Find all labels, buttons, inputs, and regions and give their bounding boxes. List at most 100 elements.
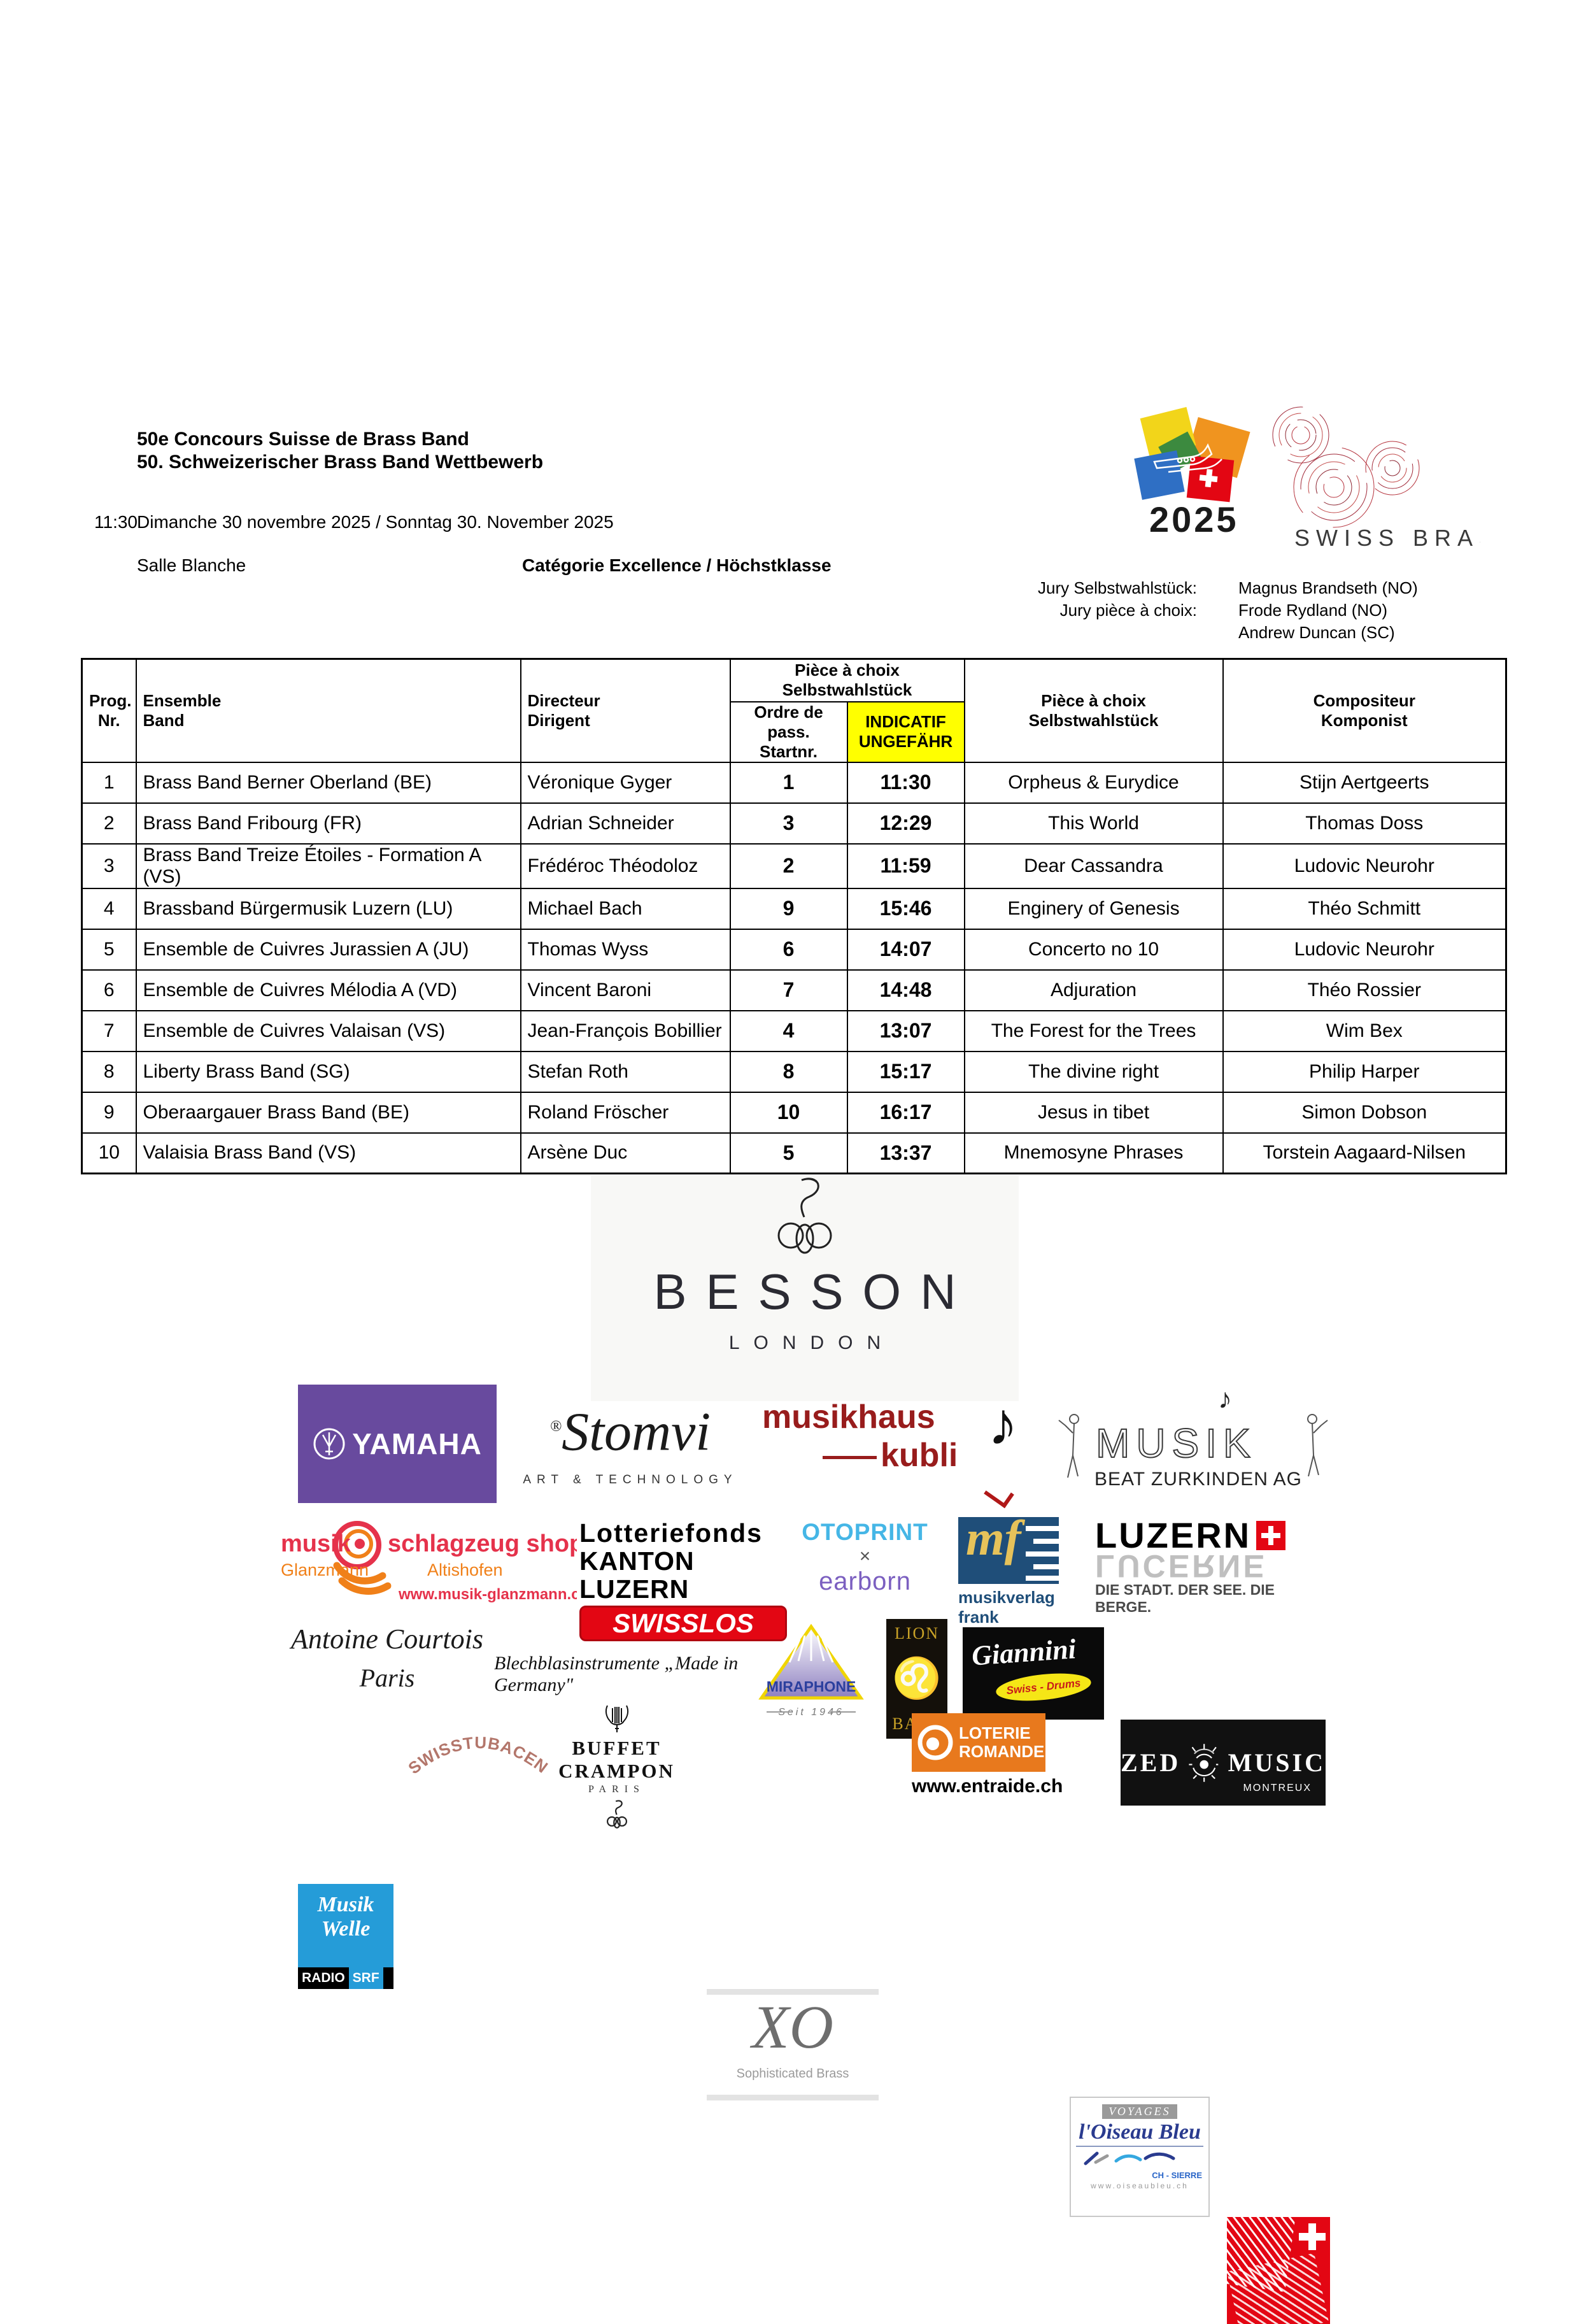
jury-member: Magnus Brandseth (NO) — [1238, 578, 1418, 597]
prog-cell: 3 — [81, 843, 137, 889]
startnr-cell: 5 — [729, 1132, 848, 1174]
prog-cell: 9 — [81, 1091, 137, 1134]
besson-wordmark: BESSON — [653, 1264, 975, 1320]
table-row: 6 Ensemble de Cuivres Mélodia A (VD) Vin… — [81, 969, 1507, 1011]
table-row: 5 Ensemble de Cuivres Jurassien A (JU) T… — [81, 928, 1507, 971]
musikwelle-line1: Musik — [317, 1893, 374, 1916]
startnr-cell: 1 — [729, 761, 848, 804]
jury-label-fr: Jury pièce à choix: — [1059, 601, 1197, 620]
srf-word: SRF — [348, 1967, 383, 1989]
lion-word: LION — [894, 1624, 940, 1643]
col-header-directeur: Directeur Dirigent — [520, 658, 731, 763]
col-header-line: Ensemble — [143, 690, 222, 710]
oiseau-rule — [1076, 2146, 1203, 2147]
composer-cell: Thomas Doss — [1222, 802, 1507, 845]
time-cell: 11:30 — [846, 761, 965, 804]
giannini-logo: Giannini Swiss - Drums — [963, 1627, 1104, 1720]
miraphone-tagline: Blechblasinstrumente „Made in Germany" — [494, 1653, 739, 1695]
table-row: 9 Oberaargauer Brass Band (BE) Roland Fr… — [81, 1091, 1507, 1134]
kubli-red-accent-icon — [984, 1479, 1014, 1509]
time-cell: 11:59 — [846, 843, 965, 889]
piano-keys-icon — [1026, 1576, 1059, 1581]
prog-cell: 8 — [81, 1050, 137, 1093]
glanzmann-spiral-icon — [333, 1521, 392, 1595]
entraide-url: www.entraide.ch — [912, 1776, 1063, 1797]
lucerne-mirrored-wordmark: LUCERNE — [1095, 1548, 1267, 1584]
composer-cell: Ludovic Neurohr — [1222, 928, 1507, 971]
swisslos-wordmark: SWISSLOS — [579, 1606, 787, 1641]
trumpeter-left-icon — [1058, 1414, 1079, 1478]
col-header-line: Dirigent — [527, 710, 590, 730]
director-cell: Adrian Schneider — [520, 802, 731, 845]
logo-2025-year: 2025 — [1149, 499, 1239, 539]
piece-cell: Dear Cassandra — [963, 843, 1224, 889]
zed-record-icon — [1189, 1743, 1219, 1782]
xo-brass-logo: XO Sophisticated Brass — [707, 1989, 879, 2100]
table-row: 7 Ensemble de Cuivres Valaisan (VS) Jean… — [81, 1009, 1507, 1052]
oiseau-url: www.oiseaubleu.ch — [1091, 2181, 1189, 2190]
miraphone-triangle-icon — [758, 1623, 864, 1700]
mf-initials: mf — [966, 1517, 1021, 1565]
glanzmann-name: Glanzmann — [281, 1560, 369, 1579]
col-header-line: Pièce à choix — [795, 660, 900, 680]
trumpet-outline-icon — [1153, 443, 1222, 473]
besson-logo: BESSON LONDON — [591, 1175, 1019, 1401]
musikverlag-frank-logo: mf musikverlag frank — [958, 1517, 1079, 1627]
composer-cell: Stijn Aertgeerts — [1222, 761, 1507, 804]
buffet-crampon-logo: BUFFET CRAMPON PARIS — [558, 1702, 676, 1832]
session-time: 11:30 — [94, 512, 138, 532]
kubli-line2: kubli — [762, 1436, 1023, 1474]
xo-top-bar — [707, 1989, 879, 1995]
courtois-city: Paris — [359, 1664, 415, 1692]
startnr-cell: 9 — [729, 887, 848, 930]
piece-cell: Adjuration — [963, 969, 1224, 1011]
kubli-dash — [823, 1455, 877, 1459]
col-header-piece: Pièce à choix Selbstwahlstück — [963, 658, 1224, 763]
zed-city: MONTREUX — [1243, 1783, 1312, 1793]
composer-cell: Philip Harper — [1222, 1050, 1507, 1093]
stomvi-name-text: Stomvi — [562, 1401, 711, 1462]
piece-cell: Orpheus & Eurydice — [963, 761, 1224, 804]
composer-cell: Wim Bex — [1222, 1009, 1507, 1052]
startnr-cell: 2 — [729, 843, 848, 889]
band-cell: Brass Band Fribourg (FR) — [135, 802, 521, 845]
luzern-wordmark: LUZERN — [1095, 1515, 1252, 1555]
piece-cell: Enginery of Genesis — [963, 887, 1224, 930]
zurkinden-company: BEAT ZURKINDEN AG — [1094, 1469, 1302, 1490]
title-german: 50. Schweizerischer Brass Band Wettbewer… — [137, 452, 544, 473]
yamaha-logo: YAMAHA — [298, 1385, 497, 1503]
table-row: 8 Liberty Brass Band (SG) Stefan Roth 8 … — [81, 1050, 1507, 1093]
time-cell: 15:46 — [846, 887, 965, 930]
director-cell: Arsène Duc — [520, 1132, 731, 1174]
startnr-cell: 4 — [729, 1009, 848, 1052]
glanzmann-word1: musik — [281, 1530, 351, 1557]
yamaha-wordmark: YAMAHA — [352, 1427, 482, 1460]
swisslos-logo: Lotteriefonds KANTON LUZERN SWISSLOS — [579, 1519, 790, 1641]
jury-members: Magnus Brandseth (NO) Frode Rydland (NO)… — [1238, 577, 1418, 644]
prog-cell: 1 — [81, 761, 137, 804]
session-date: Dimanche 30 novembre 2025 / Sonntag 30. … — [137, 512, 614, 532]
piece-cell: Concerto no 10 — [963, 928, 1224, 971]
prog-cell: 7 — [81, 1009, 137, 1052]
swiss-brass-circles-icon — [1272, 406, 1420, 528]
buffet-monogram-icon — [606, 1800, 627, 1829]
glanzmann-place: Altishofen — [427, 1560, 503, 1579]
music-note-icon: ♪ — [1218, 1383, 1232, 1415]
luzern-tourism-logo: LUZERN LUCERNE DIE STADT. DER SEE. DIE B… — [1095, 1515, 1331, 1615]
oiseau-location: CH - SIERRE — [1152, 2171, 1202, 2180]
piano-keys-icon — [1033, 1564, 1059, 1569]
prog-cell: 5 — [81, 928, 137, 971]
swiss-brass-logo: SWISS BRASS — [1257, 398, 1516, 554]
col-header-line: Directeur — [527, 690, 600, 710]
director-cell: Vincent Baroni — [520, 969, 731, 1011]
col-header-line: Startnr. — [759, 741, 818, 761]
col-header-line: Nr. — [97, 710, 120, 730]
giannini-sub: Swiss - Drums — [1005, 1676, 1082, 1697]
col-header-line: Prog. — [89, 690, 132, 710]
kubli-line2-text: kubli — [881, 1437, 958, 1474]
antoine-courtois-logo: Antoine Courtois Paris — [285, 1623, 489, 1737]
table-row: 2 Brass Band Fribourg (FR) Adrian Schnei… — [81, 802, 1507, 845]
prog-cell: 4 — [81, 887, 137, 930]
director-cell: Thomas Wyss — [520, 928, 731, 971]
col-header-line: Band — [143, 710, 185, 730]
